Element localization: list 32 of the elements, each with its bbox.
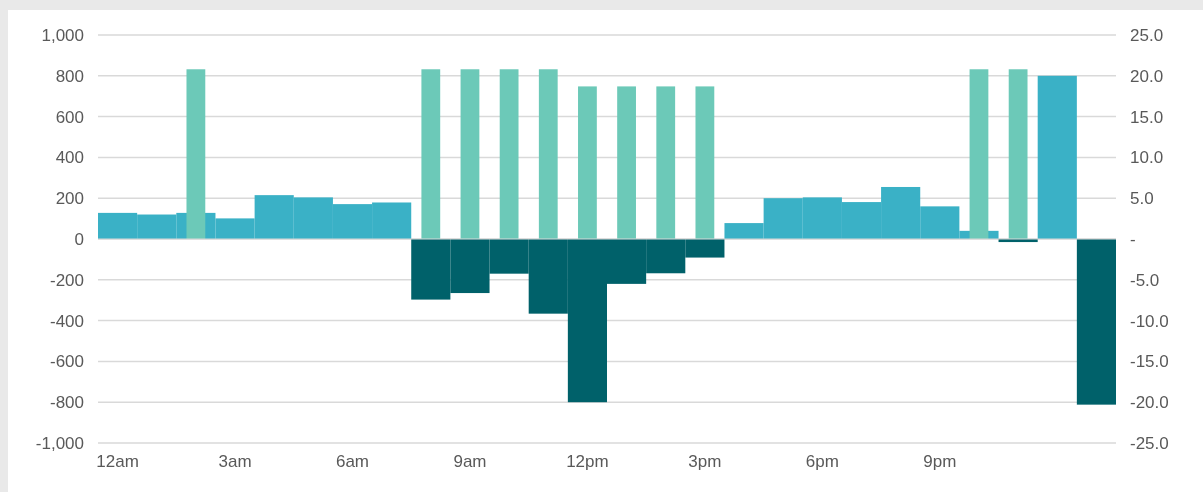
- y2-tick-label: -5.0: [1130, 270, 1160, 290]
- y2-tick-label: 20.0: [1130, 66, 1164, 86]
- y2-tick-label: -10.0: [1130, 311, 1169, 331]
- y2-tick-label: 25.0: [1130, 25, 1164, 45]
- bar: [1076, 239, 1116, 405]
- y-tick-label: 0: [74, 229, 84, 249]
- y2-tick-label: 15.0: [1130, 107, 1164, 127]
- x-tick-label: 6pm: [805, 452, 839, 472]
- x-tick-label: 3pm: [688, 452, 722, 472]
- x-tick-label: 9am: [453, 452, 487, 472]
- y-tick-label: -800: [49, 393, 84, 413]
- y-tick-label: 800: [55, 66, 84, 86]
- y-tick-label: -600: [49, 352, 84, 372]
- y-tick-label: 400: [55, 148, 84, 168]
- y-tick-label: -200: [49, 270, 84, 290]
- y-tick-label: -400: [49, 311, 84, 331]
- y-tick-label: -1,000: [35, 433, 84, 453]
- y-tick-label: 200: [55, 189, 84, 209]
- y2-tick-label: 5.0: [1130, 189, 1154, 209]
- y2-tick-label: -: [1130, 229, 1136, 249]
- x-tick-label: 12pm: [566, 452, 609, 472]
- y-tick-label: 1,000: [41, 25, 84, 45]
- y-tick-label: 600: [55, 107, 84, 127]
- x-tick-label: 6am: [335, 452, 370, 472]
- y2-tick-label: -25.0: [1130, 433, 1169, 453]
- x-tick-label: 9pm: [923, 452, 957, 472]
- bar: [1037, 75, 1077, 239]
- x-tick-label: 3am: [218, 452, 252, 472]
- y2-tick-label: -15.0: [1130, 352, 1169, 372]
- y2-tick-label: 10.0: [1130, 148, 1164, 168]
- x-tick-label: 12am: [96, 452, 139, 472]
- y2-tick-label: -20.0: [1130, 393, 1169, 413]
